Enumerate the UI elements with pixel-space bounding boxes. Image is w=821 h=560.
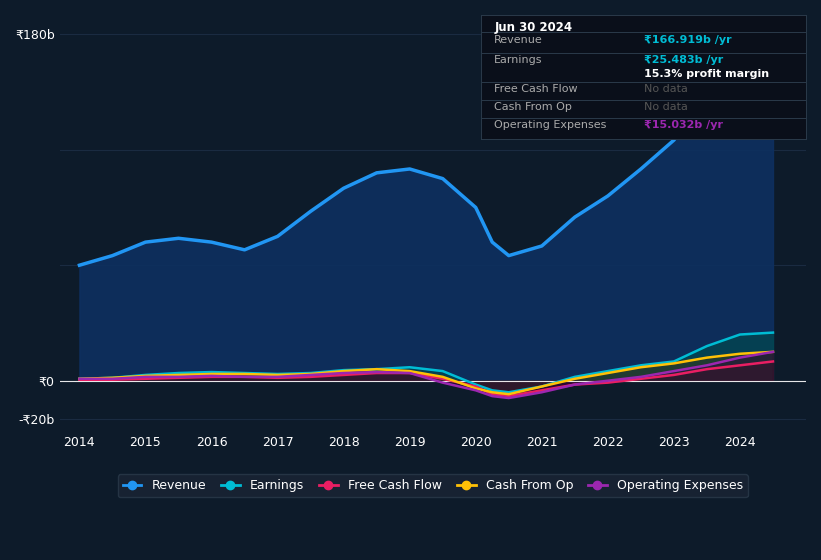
Legend: Revenue, Earnings, Free Cash Flow, Cash From Op, Operating Expenses: Revenue, Earnings, Free Cash Flow, Cash … xyxy=(117,474,748,497)
